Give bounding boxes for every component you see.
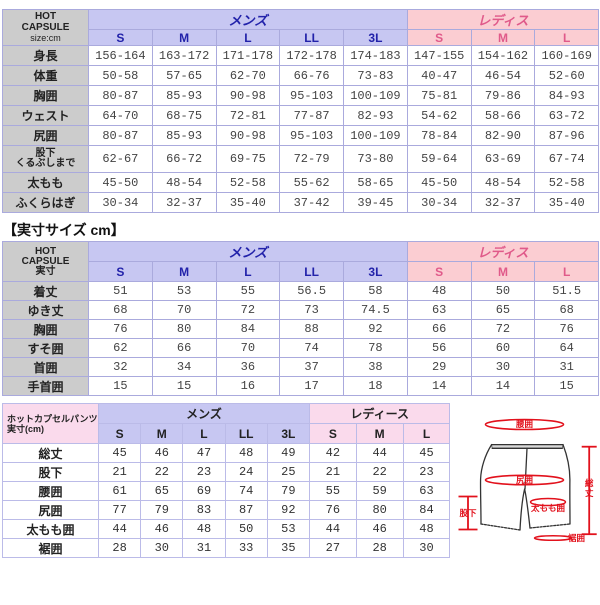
- svg-text:太もも囲: 太もも囲: [530, 503, 565, 513]
- svg-text:裾囲: 裾囲: [568, 533, 585, 543]
- svg-text:総: 総: [585, 478, 594, 488]
- svg-text:腰囲: 腰囲: [515, 419, 533, 429]
- svg-text:股下: 股下: [459, 508, 477, 518]
- svg-text:尻囲: 尻囲: [516, 475, 533, 485]
- svg-text:丈: 丈: [585, 488, 594, 498]
